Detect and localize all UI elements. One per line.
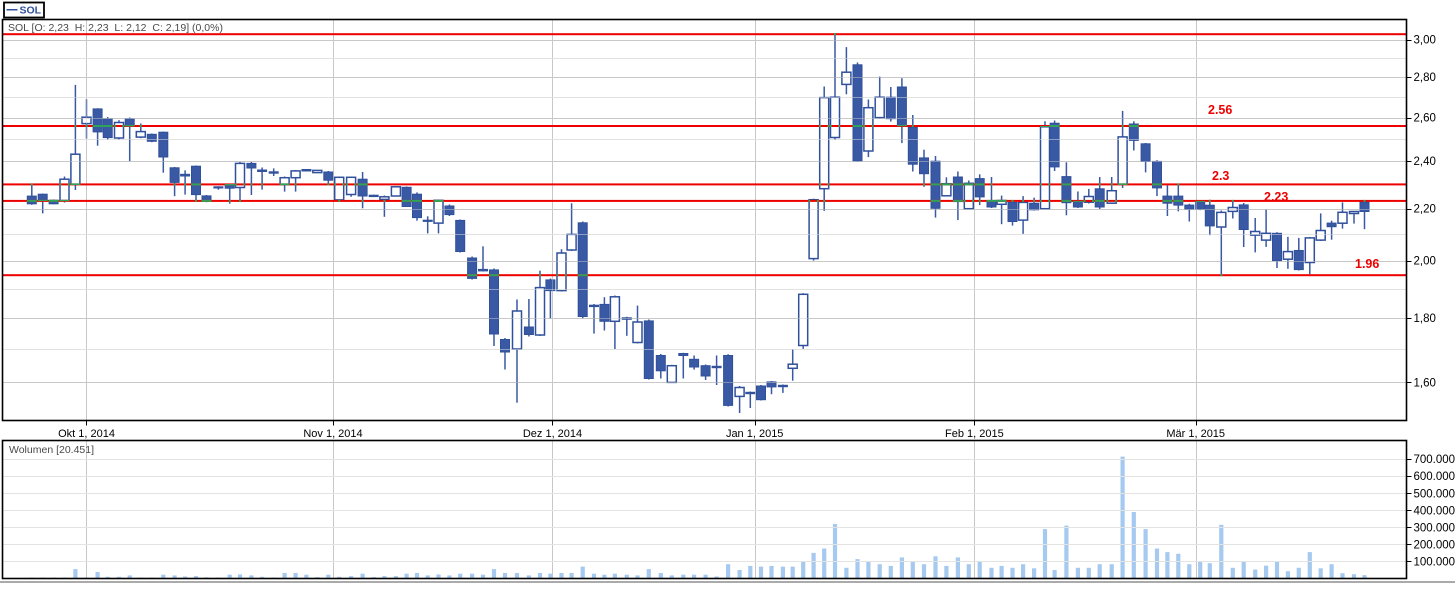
svg-text:200.000: 200.000 — [1414, 539, 1455, 551]
svg-text:2,60: 2,60 — [1414, 113, 1436, 125]
svg-text:SOL [O: 2,23 H: 2,23 L: 2,12: SOL [O: 2,23 H: 2,23 L: 2,12 C: 2,19] (0… — [8, 22, 223, 34]
svg-text:SOL: SOL — [20, 5, 42, 17]
svg-text:2,40: 2,40 — [1414, 156, 1436, 168]
svg-text:1,80: 1,80 — [1414, 313, 1436, 325]
svg-text:1.96: 1.96 — [1355, 257, 1379, 271]
svg-text:Dez 1, 2014: Dez 1, 2014 — [523, 428, 582, 440]
svg-text:2.23: 2.23 — [1264, 190, 1288, 204]
svg-text:Feb 1, 2015: Feb 1, 2015 — [945, 428, 1004, 440]
svg-text:Mär 1, 2015: Mär 1, 2015 — [1166, 428, 1225, 440]
svg-text:Nov 1, 2014: Nov 1, 2014 — [303, 428, 362, 440]
svg-text:100.000: 100.000 — [1414, 556, 1455, 568]
svg-text:Wolumen [20.451]: Wolumen [20.451] — [9, 444, 94, 456]
svg-text:2.3: 2.3 — [1212, 169, 1229, 183]
svg-text:Okt 1, 2014: Okt 1, 2014 — [58, 428, 115, 440]
svg-text:400.000: 400.000 — [1414, 505, 1455, 517]
svg-text:1,60: 1,60 — [1414, 377, 1436, 389]
svg-text:2.56: 2.56 — [1208, 103, 1232, 117]
svg-text:300.000: 300.000 — [1414, 522, 1455, 534]
svg-text:2,80: 2,80 — [1414, 72, 1436, 84]
svg-text:500.000: 500.000 — [1414, 488, 1455, 500]
svg-text:700.000: 700.000 — [1414, 454, 1455, 466]
svg-text:2,00: 2,00 — [1414, 256, 1436, 268]
svg-text:2,20: 2,20 — [1414, 204, 1436, 216]
svg-text:600.000: 600.000 — [1414, 471, 1455, 483]
svg-text:Jan 1, 2015: Jan 1, 2015 — [726, 428, 784, 440]
svg-text:3,00: 3,00 — [1414, 35, 1436, 47]
